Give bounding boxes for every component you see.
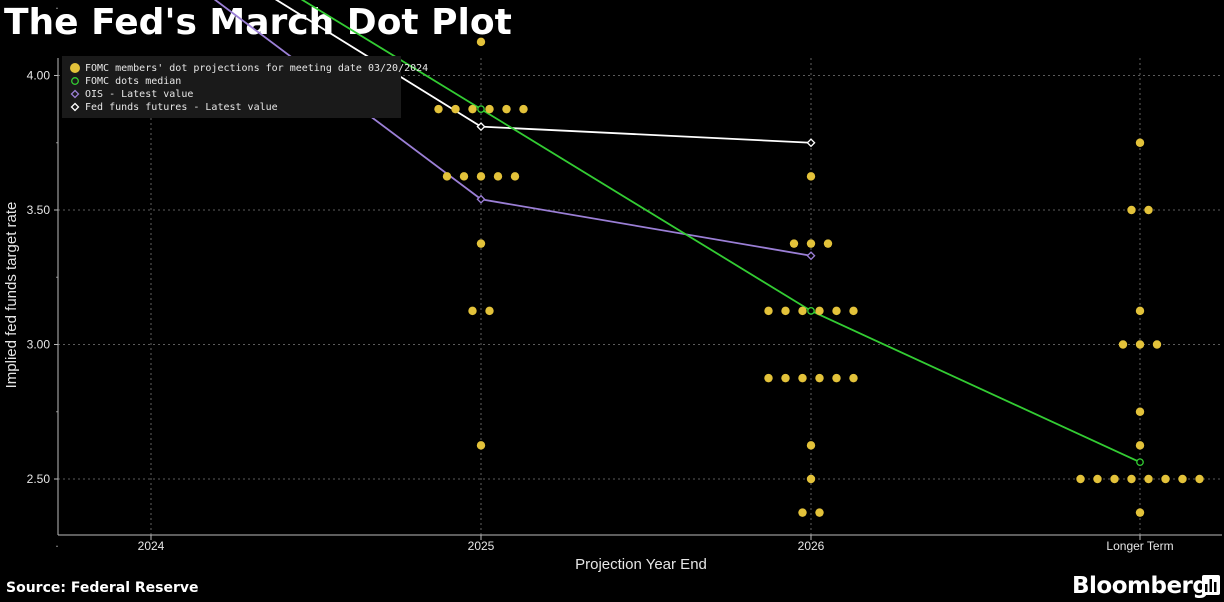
legend-median-marker [71, 77, 79, 85]
member-dot [806, 441, 816, 450]
member-dot [798, 306, 807, 316]
member-dot [806, 172, 816, 181]
legend-label-futures: Fed funds futures - Latest value [85, 102, 278, 113]
member-dot [1178, 474, 1187, 484]
member-dot [789, 239, 799, 248]
member-dot [1118, 340, 1128, 349]
member-dot [815, 373, 824, 383]
member-dot [476, 37, 486, 47]
member-dot [806, 474, 816, 484]
y-axis-title: Implied fed funds target rate [3, 202, 20, 389]
legend-dot-marker [70, 63, 80, 73]
member-dot [1110, 474, 1119, 484]
y-tick-label: 3.50 [27, 203, 51, 217]
x-axis-title: Projection Year End [575, 556, 707, 573]
futures-marker [806, 138, 816, 148]
member-dot [1127, 474, 1136, 484]
member-dot [1076, 474, 1085, 484]
source-note: Source: Federal Reserve [6, 580, 199, 596]
median-marker [1136, 458, 1144, 467]
member-dot [781, 306, 790, 316]
y-tick-label: 3.00 [27, 338, 51, 352]
median-marker [807, 307, 815, 315]
member-dot [468, 306, 477, 316]
median-marker [477, 105, 485, 113]
member-dot [781, 373, 790, 383]
axis-layer: 2.503.003.504.004.505.005.50202420252026… [3, 7, 1222, 573]
bloomberg-logo: Bloomberg [1072, 573, 1209, 599]
member-dot [806, 239, 816, 248]
member-dot [1127, 205, 1136, 215]
member-dot [485, 104, 494, 114]
member-dot [459, 172, 469, 181]
bloomberg-terminal-icon [1202, 575, 1220, 595]
x-tick-label: 2024 [138, 539, 165, 553]
futures-marker [476, 122, 486, 132]
x-tick-label: Longer Term [1106, 539, 1173, 553]
member-dot [1093, 474, 1102, 484]
member-dot [1135, 340, 1145, 349]
legend-label-ois: OIS - Latest value [85, 89, 193, 100]
member-dot [1135, 138, 1145, 147]
y-tick-label: 4.00 [27, 69, 51, 83]
legend-label-median: FOMC dots median [85, 76, 181, 87]
member-dot [1135, 441, 1145, 450]
member-dot [476, 172, 486, 181]
member-dot [1144, 474, 1153, 484]
member-dot [476, 441, 486, 450]
member-dot [849, 373, 858, 383]
member-dot [832, 306, 841, 316]
legend-label-dots: FOMC members' dot projections for meetin… [85, 63, 428, 74]
member-dot [476, 239, 486, 248]
legend-background [62, 56, 401, 118]
member-dot [1144, 205, 1153, 215]
member-dot [1195, 474, 1204, 484]
legend-futures-marker [70, 102, 80, 112]
member-dot [519, 104, 528, 114]
member-dot [1135, 306, 1145, 316]
member-dot [832, 373, 841, 383]
chart-title: The Fed's March Dot Plot [4, 2, 512, 43]
ois-marker [806, 251, 816, 261]
x-tick-label: 2025 [468, 539, 495, 553]
member-dot [442, 172, 452, 181]
member-dot [798, 373, 807, 383]
member-dot [1135, 407, 1145, 416]
ois-marker [476, 194, 486, 204]
member-dot [1152, 340, 1162, 349]
member-dot [798, 508, 807, 517]
member-dot [468, 104, 477, 114]
marker-layer [476, 105, 1144, 467]
member-dot [815, 508, 824, 517]
grid-layer [58, 58, 1222, 535]
member-dot [485, 306, 494, 316]
legend: FOMC members' dot projections for meetin… [62, 56, 428, 118]
member-dot [493, 172, 503, 181]
member-dot [764, 306, 773, 316]
x-tick-label: 2026 [798, 539, 825, 553]
member-dot [434, 104, 443, 114]
legend-ois-marker [70, 89, 80, 99]
member-dot [510, 172, 520, 181]
y-tick-label: 2.50 [27, 472, 51, 486]
member-dot [1135, 508, 1145, 517]
member-dot [451, 104, 460, 114]
member-dot [502, 104, 511, 114]
dot-layer [434, 37, 1204, 517]
member-dot [823, 239, 833, 248]
member-dot [764, 373, 773, 383]
member-dot [1161, 474, 1170, 484]
member-dot [849, 306, 858, 316]
median-line [300, 0, 1141, 464]
member-dot [815, 306, 824, 316]
